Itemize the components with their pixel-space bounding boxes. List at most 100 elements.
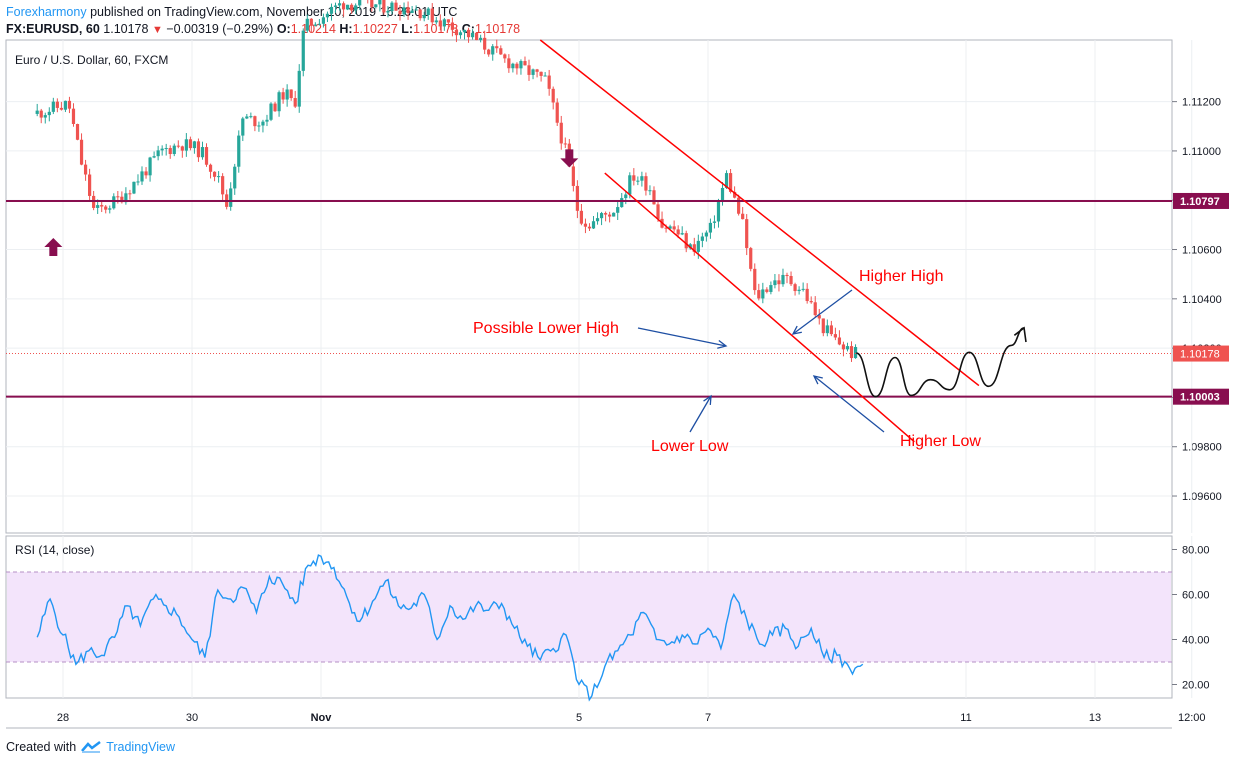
- candle-body: [599, 213, 604, 219]
- candle-body: [39, 110, 43, 118]
- price-tick-label: 1.10600: [1182, 245, 1222, 257]
- candle-body: [35, 110, 39, 114]
- down-triangle-icon: ▼: [151, 24, 163, 36]
- candle-body: [716, 202, 721, 222]
- candle-body: [672, 226, 676, 230]
- author-link[interactable]: Forexharmony: [6, 5, 87, 19]
- time-tick-label: 30: [186, 712, 198, 724]
- candle-body: [172, 145, 176, 155]
- candle-body: [156, 150, 160, 157]
- candle-body: [720, 187, 725, 203]
- candle-body: [551, 88, 555, 103]
- candle-body: [108, 208, 112, 210]
- candle-body: [446, 19, 450, 23]
- candle-body: [317, 23, 321, 25]
- close-value: 1.10178: [474, 22, 521, 36]
- candle-body: [813, 302, 817, 316]
- candle-body: [503, 54, 507, 59]
- candle-body: [692, 244, 696, 252]
- candle-body: [285, 89, 289, 100]
- candle-body: [519, 61, 523, 69]
- high-label: H:: [339, 22, 353, 36]
- candle-body: [390, 2, 394, 12]
- candle-body: [261, 121, 265, 126]
- candle-body: [160, 148, 164, 151]
- candle-body: [712, 221, 717, 223]
- time-tick-label: 28: [57, 712, 69, 724]
- tradingview-logo-icon: [81, 741, 101, 753]
- candle-body: [761, 289, 765, 299]
- time-tick-label: 13: [1089, 712, 1101, 724]
- label-lower-low: Lower Low: [651, 438, 729, 455]
- candle-body: [793, 284, 797, 292]
- candle-body: [527, 65, 531, 75]
- candle-body: [229, 188, 233, 207]
- candle-body: [612, 212, 616, 217]
- candle-body: [817, 315, 821, 319]
- candle-body: [281, 92, 285, 100]
- candle-body: [535, 69, 539, 72]
- candle-body: [430, 8, 434, 23]
- candle-body: [204, 147, 209, 165]
- candle-body: [507, 58, 511, 69]
- candle-body: [47, 111, 51, 116]
- candle-body: [394, 2, 398, 11]
- candle-body: [773, 280, 777, 286]
- candle-body: [305, 18, 309, 31]
- candle-body: [112, 196, 116, 209]
- time-tick-label: Nov: [311, 712, 333, 724]
- candle-body: [652, 190, 656, 205]
- candle-body: [144, 171, 148, 176]
- candle-body: [148, 157, 152, 176]
- candle-body: [188, 139, 192, 149]
- candle-body: [168, 148, 172, 155]
- candle-body: [479, 37, 483, 41]
- candle-body: [523, 61, 527, 66]
- candle-body: [628, 175, 632, 195]
- candle-body: [418, 9, 422, 19]
- candle-body: [249, 116, 253, 118]
- candle-body: [374, 4, 378, 8]
- rsi-tick-label: 40.00: [1182, 635, 1210, 647]
- candle-body: [595, 218, 600, 222]
- candle-body: [801, 288, 805, 290]
- level-badge: [1173, 388, 1229, 405]
- arrow-higher-low-head: [812, 375, 823, 385]
- candle-body: [71, 108, 76, 124]
- last-price-badge-label: 1.10178: [1180, 349, 1220, 361]
- candle-body: [273, 103, 277, 112]
- candle-body: [208, 164, 213, 172]
- candle-body: [704, 232, 708, 237]
- candle-body: [410, 10, 414, 13]
- candle-body: [382, 0, 386, 13]
- candle-body: [745, 219, 749, 249]
- candle-body: [483, 37, 487, 50]
- candle-body: [378, 0, 382, 5]
- candle-body: [668, 226, 672, 229]
- candle-body: [491, 46, 495, 55]
- arrow-possible-lower-high: [637, 327, 727, 347]
- projection-arrowhead: [1013, 326, 1027, 343]
- tradingview-brand[interactable]: TradingView: [106, 740, 175, 754]
- chart-header: Forexharmony published on TradingView.co…: [6, 4, 1226, 39]
- candle-body: [454, 29, 459, 36]
- candle-body: [680, 233, 684, 235]
- level-badge-label: 1.10797: [1180, 196, 1220, 208]
- candle-body: [51, 101, 55, 112]
- candle-body: [757, 290, 761, 299]
- rsi-line: [36, 554, 864, 702]
- label-higher-high: Higher High: [859, 268, 943, 285]
- candle-body: [559, 122, 563, 144]
- rsi-tick-label: 60.00: [1182, 590, 1210, 602]
- time-tick-label: 5: [576, 712, 582, 724]
- candle-body: [200, 147, 205, 158]
- arrow-possible-lower-high-head: [717, 340, 728, 349]
- candle-body: [402, 7, 406, 15]
- arrow-higher-high-head: [791, 325, 802, 335]
- candle-body: [579, 210, 584, 224]
- candle-body: [462, 29, 467, 33]
- candle-body: [644, 176, 648, 191]
- candle-body: [583, 223, 588, 227]
- candle-body: [426, 8, 430, 15]
